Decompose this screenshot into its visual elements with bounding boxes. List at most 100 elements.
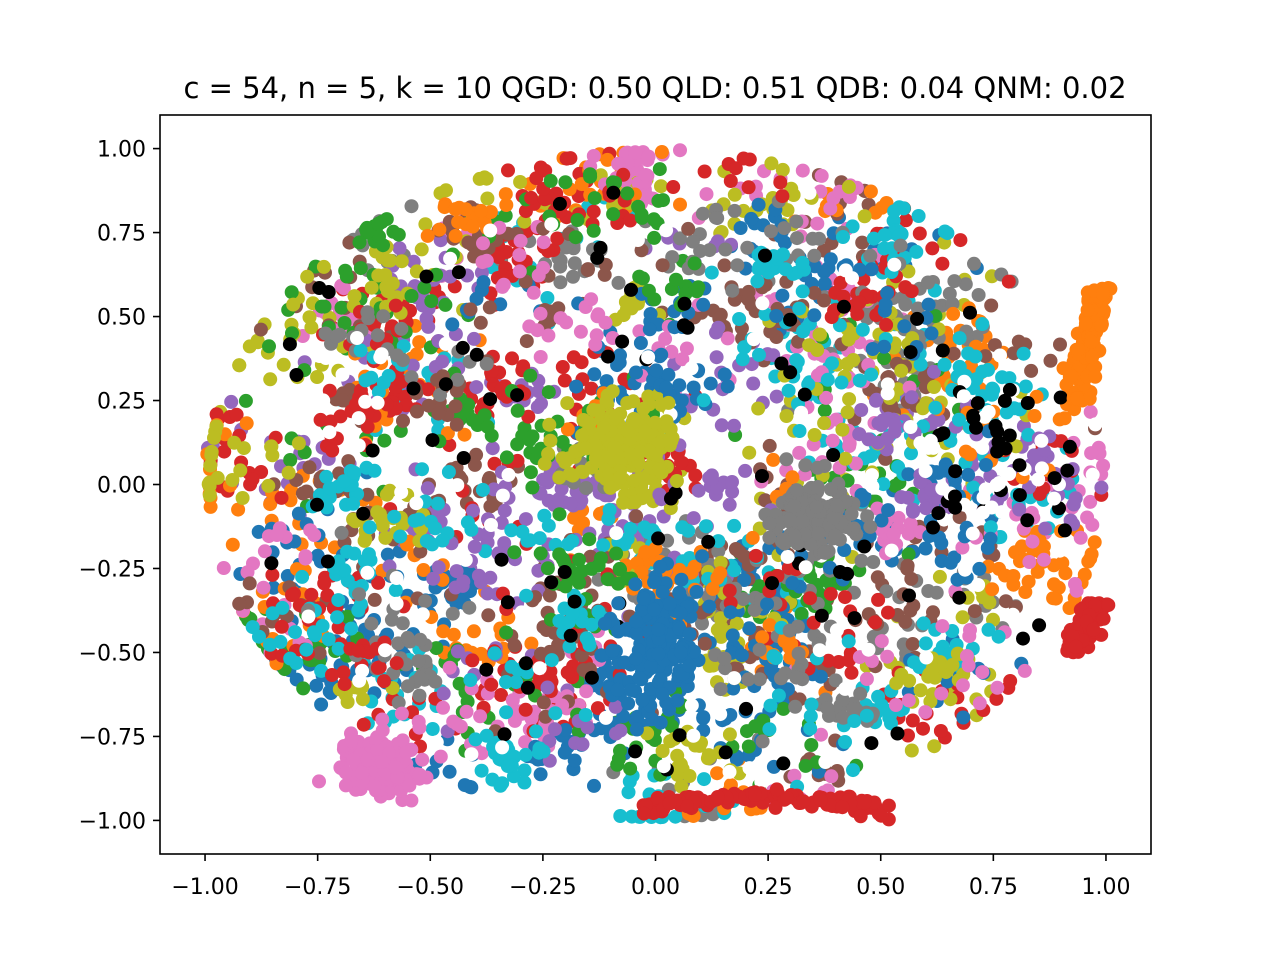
scatter-point <box>883 708 898 723</box>
scatter-point <box>752 260 767 274</box>
scatter-point <box>609 526 624 541</box>
scatter-point <box>404 370 419 385</box>
scatter-point <box>575 614 590 629</box>
scatter-point <box>646 212 661 227</box>
scatter-point <box>955 540 970 555</box>
scatter-point <box>590 701 605 716</box>
scatter-point <box>678 286 693 301</box>
scatter-point <box>347 546 362 561</box>
scatter-point <box>730 258 745 273</box>
scatter-point <box>912 226 927 241</box>
scatter-point <box>802 185 817 200</box>
scatter-point <box>295 569 310 584</box>
scatter-point <box>725 484 740 499</box>
scatter-point <box>673 143 687 158</box>
scatter-point <box>612 355 627 370</box>
scatter-point <box>1068 639 1083 654</box>
scatter-point <box>786 188 801 202</box>
scatter-point <box>697 772 711 787</box>
scatter-point <box>863 248 878 263</box>
scatter-point <box>881 605 895 620</box>
scatter-point <box>699 187 714 202</box>
scatter-point <box>540 291 555 305</box>
scatter-point <box>525 480 540 495</box>
scatter-point <box>807 286 822 300</box>
scatter-point <box>481 608 496 623</box>
scatter-point <box>310 548 325 563</box>
scatter-point <box>971 288 986 302</box>
scatter-point <box>463 302 478 317</box>
scatter-point <box>578 708 593 722</box>
scatter-point <box>874 634 889 649</box>
scatter-point <box>203 458 218 473</box>
scatter-point <box>785 470 800 485</box>
scatter-point <box>606 185 621 200</box>
scatter-point <box>870 501 885 516</box>
scatter-point <box>936 426 951 441</box>
scatter-point <box>1016 631 1030 646</box>
scatter-point <box>817 403 832 418</box>
scatter-point <box>638 168 653 182</box>
scatter-point <box>537 508 552 523</box>
scatter-point <box>769 309 784 323</box>
scatter-point <box>758 307 773 322</box>
scatter-point <box>952 359 967 374</box>
scatter-point <box>798 560 813 575</box>
scatter-point <box>740 240 755 255</box>
scatter-point <box>935 343 950 358</box>
scatter-point <box>787 768 802 783</box>
scatter-point <box>992 476 1007 490</box>
scatter-point <box>295 486 310 501</box>
scatter-point <box>337 316 352 330</box>
scatter-point <box>924 326 939 341</box>
scatter-point <box>474 763 489 778</box>
scatter-point <box>384 612 399 627</box>
scatter-point <box>450 644 465 659</box>
scatter-point <box>672 585 687 600</box>
scatter-point <box>616 308 631 323</box>
scatter-point <box>479 728 494 743</box>
scatter-point <box>717 258 732 273</box>
scatter-point <box>587 778 601 793</box>
scatter-point <box>518 274 533 289</box>
scatter-point <box>409 496 424 511</box>
scatter-point <box>960 649 974 663</box>
scatter-point <box>975 440 990 455</box>
scatter-point <box>573 324 588 339</box>
scatter-point <box>525 429 540 444</box>
scatter-point <box>766 452 781 467</box>
scatter-point <box>351 643 366 658</box>
scatter-point <box>510 403 525 418</box>
scatter-point <box>465 413 480 427</box>
scatter-point <box>484 677 499 692</box>
scatter-point <box>358 394 373 409</box>
scatter-point <box>360 305 375 320</box>
scatter-point <box>887 417 902 432</box>
scatter-point <box>904 390 919 405</box>
scatter-point <box>390 348 404 363</box>
scatter-point <box>874 698 889 713</box>
scatter-point <box>654 347 669 362</box>
scatter-point <box>225 473 240 487</box>
scatter-point <box>523 368 538 383</box>
scatter-point <box>411 512 426 527</box>
scatter-point <box>582 532 597 547</box>
scatter-point <box>580 263 595 278</box>
scatter-point <box>362 520 377 535</box>
scatter-point <box>696 297 711 312</box>
scatter-point <box>500 595 515 610</box>
scatter-point <box>866 231 881 246</box>
scatter-point <box>394 706 409 721</box>
scatter-point <box>310 497 324 512</box>
scatter-point <box>686 380 701 395</box>
scatter-point <box>514 605 529 620</box>
scatter-point <box>823 252 838 267</box>
scatter-point <box>900 558 915 573</box>
scatter-point <box>419 534 434 548</box>
scatter-point <box>1027 409 1042 423</box>
scatter-point <box>611 596 626 611</box>
scatter-point <box>536 260 551 275</box>
scatter-point <box>803 721 818 736</box>
scatter-point <box>314 663 329 678</box>
scatter-point <box>563 151 578 166</box>
